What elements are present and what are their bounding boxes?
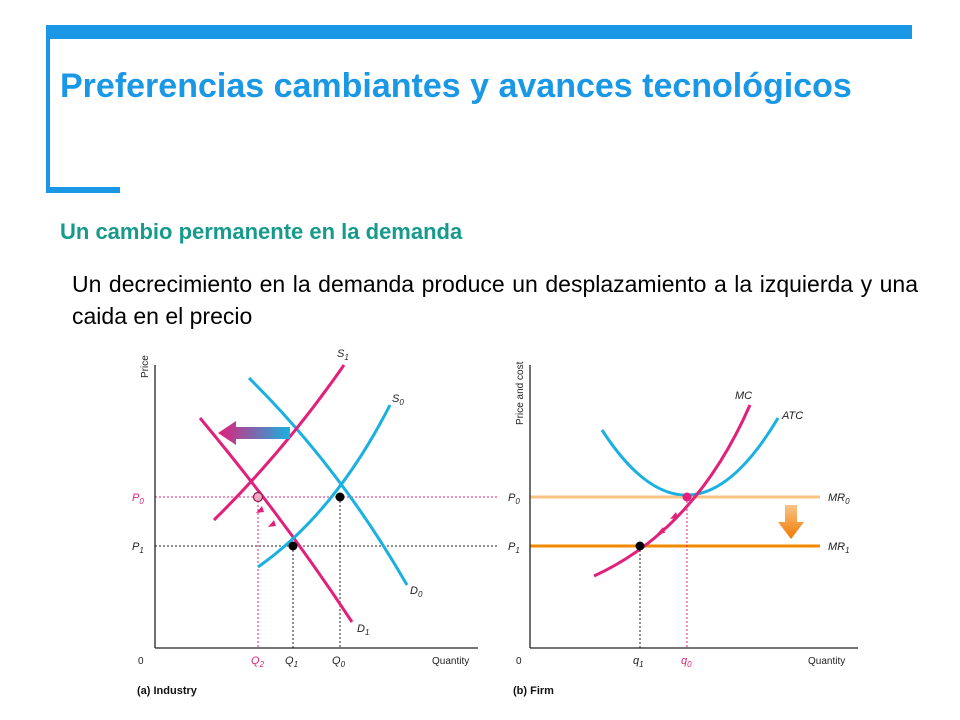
adjustment-arrow-icon [657,527,665,534]
demand-shift-left-arrow-icon [218,421,290,445]
firm-p1-label: P1 [508,541,520,555]
industry-q2-label: Q2 [251,655,265,669]
firm-origin-label: 0 [516,656,522,667]
mr1-label: MR1 [828,541,850,555]
industry-y-axis-label: Price [140,355,151,378]
adjustment-arrow-icon [670,512,678,519]
slide-subtitle: Un cambio permanente en la demanda [60,219,463,244]
firm-shortrun-point [635,541,645,551]
industry-q1-label: Q1 [285,655,298,669]
price-fall-down-arrow-icon [778,505,804,539]
supply-s1-label: S1 [337,348,349,362]
equilibrium-shortrun-point [288,541,298,551]
firm-panel: Price and cost Quantity 0 (b) Firm P0 P1… [508,361,858,697]
demand-curve-d1 [198,417,354,623]
slide-body-text: Un decrecimiento en la demanda produce u… [72,271,918,329]
equilibrium-initial-point [335,492,345,502]
atc-label: ATC [781,410,803,422]
title-bar-bottom [46,187,120,193]
industry-origin-label: 0 [138,656,144,667]
firm-q0-label: q0 [681,655,692,669]
slide-title: Preferencias cambiantes y avances tecnol… [60,67,852,105]
equilibrium-new-point [252,491,264,503]
firm-y-axis-label: Price and cost [515,361,526,425]
title-bar-left [46,25,50,192]
supply-s0-label: S0 [392,393,404,407]
firm-x-axis-label: Quantity [808,656,845,667]
firm-q1-label: q1 [633,655,644,669]
industry-p1-label: P1 [132,541,144,555]
average-total-cost-curve [600,417,780,497]
title-bar-top [46,25,912,39]
adjustment-arrow-icon [256,506,264,513]
industry-panel: Price Quantity 0 (a) Industry P0 P1 Q2 Q… [132,348,498,697]
firm-longrun-point [682,492,692,502]
firm-p0-label: P0 [508,492,520,506]
industry-q0-label: Q0 [332,655,346,669]
industry-caption: (a) Industry [137,685,198,697]
adjustment-arrow-icon [268,520,276,527]
demand-curve-d0 [247,376,409,586]
mr0-label: MR0 [828,492,850,506]
firm-caption: (b) Firm [513,685,554,697]
demand-d1-label: D1 [357,623,369,637]
mc-label: MC [735,390,752,402]
supply-curve-s0 [257,404,392,569]
industry-x-axis-label: Quantity [432,656,469,667]
demand-d0-label: D0 [410,585,423,599]
marginal-cost-curve [593,404,752,578]
supply-curve-s1 [212,364,346,522]
industry-p0-label: P0 [132,492,144,506]
